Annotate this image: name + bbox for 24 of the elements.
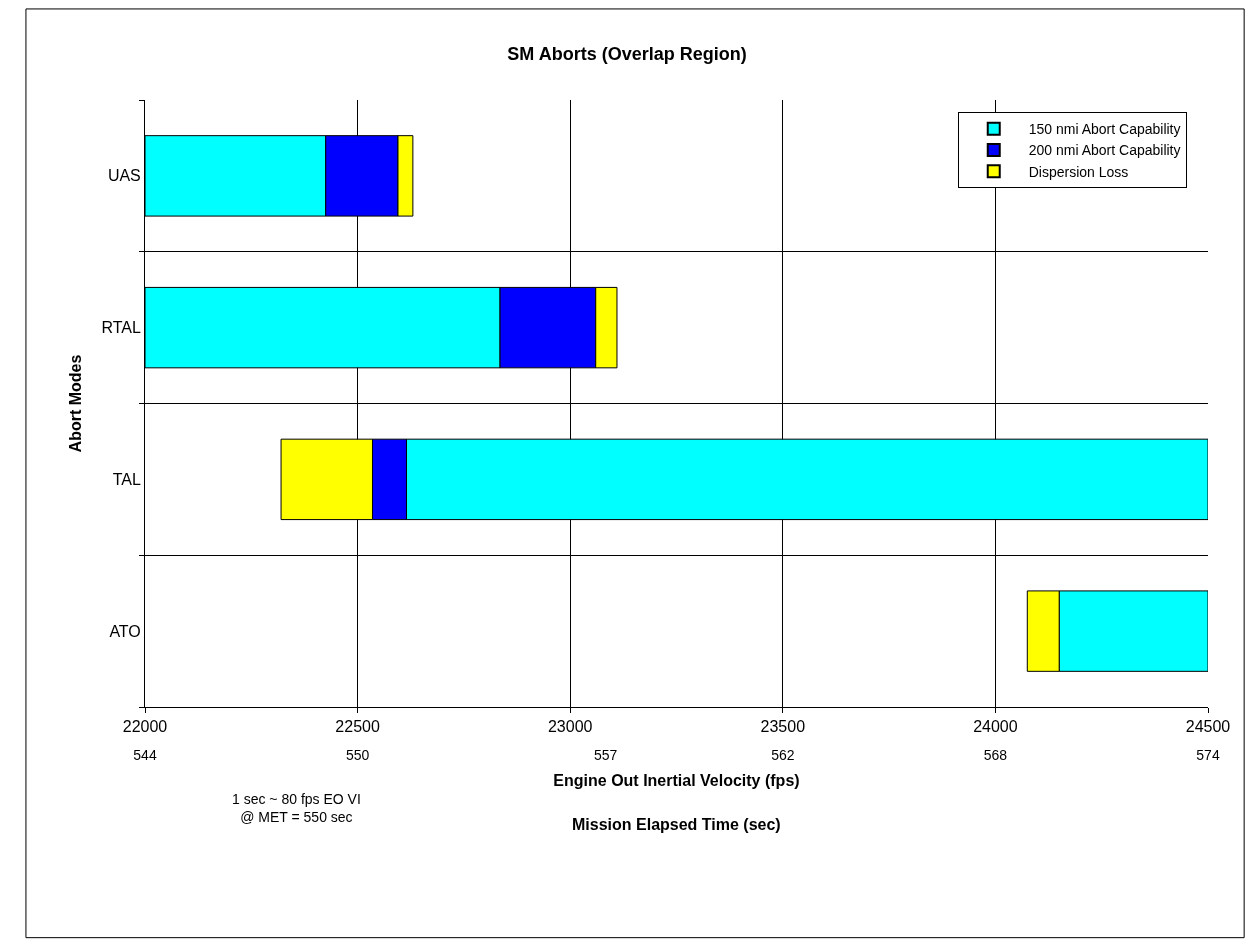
x2-axis-title: Mission Elapsed Time (sec) (572, 816, 781, 833)
x-tick-label: 22000 (122, 718, 168, 736)
x2-tick-label: 562 (771, 747, 795, 763)
chart-title: SM Aborts (Overlap Region) (507, 43, 747, 64)
x2-tick-label: 574 (1196, 747, 1220, 763)
x-tick-label: 24500 (1185, 718, 1231, 736)
x-tick-label: 23000 (547, 718, 593, 736)
x-axis-title: Engine Out Inertial Velocity (fps) (553, 771, 800, 789)
legend-label: 200 nmi Abort Capability (1028, 142, 1181, 159)
y-axis-title: Abort Modes (67, 354, 85, 453)
text: 1 sec ~ 80 fps EO VI @ MET = 550 sec (232, 791, 361, 826)
x-tick-label: 22500 (335, 718, 380, 736)
y-tick-label: RTAL (101, 319, 141, 337)
y-tick-label: UAS (107, 167, 141, 185)
y-tick-label: ATO (109, 622, 141, 640)
legend-label: Dispersion Loss (1028, 163, 1129, 180)
x-tick-label: 23500 (760, 718, 806, 736)
x2-tick-label: 568 (983, 747, 1008, 763)
x2-tick-label: 544 (133, 747, 157, 763)
x-tick-label: 24000 (973, 718, 1018, 736)
legend-label: 150 nmi Abort Capability (1028, 121, 1181, 138)
x2-tick-label: 550 (345, 747, 370, 763)
x2-tick-label: 557 (593, 747, 618, 763)
y-tick-label: TAL (112, 470, 141, 488)
